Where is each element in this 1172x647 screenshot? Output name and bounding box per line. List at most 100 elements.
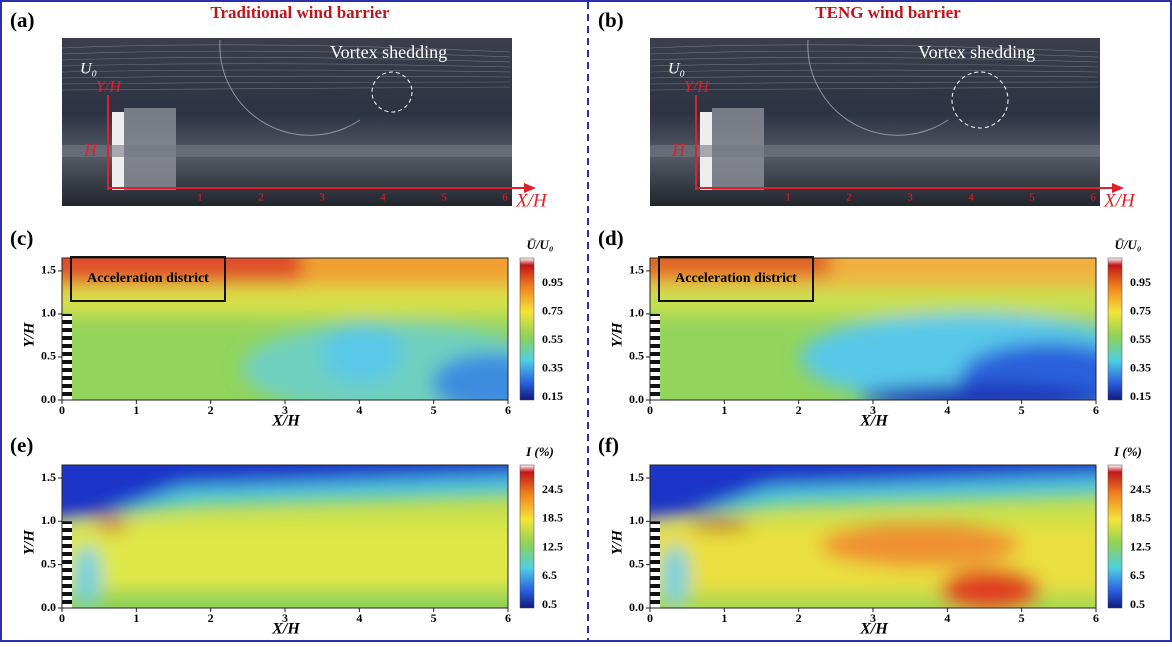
colorbar: [520, 258, 534, 400]
colorbar-label: 0.15: [1130, 389, 1151, 403]
x-tick: 4: [968, 192, 974, 204]
y-tick-label: 1.5: [629, 470, 644, 484]
annotation: Acceleration district: [87, 271, 209, 286]
y-axis-label: Y/H: [96, 79, 122, 96]
x-tick-label: 2: [208, 403, 214, 417]
panel-label: (e): [10, 433, 33, 457]
contour-region: [860, 384, 1100, 412]
panel-title: Traditional wind barrier: [210, 3, 390, 22]
x-tick-label: 5: [1019, 403, 1025, 417]
contour-field: [630, 445, 1120, 633]
field-shapes: [630, 445, 1120, 633]
x-tick-label: 5: [431, 403, 437, 417]
contour-field: [42, 445, 532, 630]
y-tick-label: 0.0: [41, 392, 56, 406]
x-axis-label: X/H: [515, 190, 548, 211]
x-tick: 2: [258, 192, 264, 204]
colorbar-label: 24.5: [542, 482, 563, 496]
x-tick: 1: [785, 192, 791, 204]
x-tick-label: 2: [796, 611, 802, 625]
x-tick-label: 1: [721, 403, 727, 417]
barrier-strip: [650, 314, 660, 400]
figure: (a)Traditional wind barrierU₀Vortex shed…: [0, 0, 1172, 642]
y-tick-label: 0.0: [41, 600, 56, 614]
contour-field: [630, 238, 1140, 413]
contour-region: [940, 568, 1040, 612]
contour-region: [94, 520, 130, 530]
x-tick-label: 6: [1093, 611, 1099, 625]
x-axis-label: X/H: [859, 621, 888, 638]
x-tick: 3: [319, 192, 325, 204]
x-tick-label: 4: [944, 403, 950, 417]
colorbar-title: Ū/U₀: [527, 237, 554, 252]
colorbar-label: 0.95: [1130, 275, 1151, 289]
x-tick-label: 2: [208, 611, 214, 625]
x-tick: 5: [441, 192, 447, 204]
x-tick-label: 0: [59, 403, 65, 417]
contour-region: [690, 520, 750, 530]
y-tick-label: 0.0: [629, 392, 644, 406]
barrier-strip: [650, 521, 660, 608]
u0-label: U₀: [80, 61, 97, 78]
colorbar-label: 0.15: [542, 389, 563, 403]
x-tick-label: 5: [1019, 611, 1025, 625]
y-axis-label: Y/H: [609, 529, 625, 555]
contour-region: [661, 545, 689, 605]
y-axis-label: Y/H: [684, 79, 710, 96]
ground: [62, 145, 512, 157]
panel-title: TENG wind barrier: [815, 3, 961, 22]
height-label: H: [83, 140, 98, 160]
x-tick-label: 1: [133, 403, 139, 417]
x-axis-label: X/H: [859, 413, 888, 430]
barrier-strip: [62, 521, 72, 608]
y-axis-label: Y/H: [609, 321, 625, 347]
colorbar-label: 18.5: [542, 511, 563, 525]
y-tick-label: 0.5: [41, 556, 56, 570]
x-tick-label: 0: [59, 611, 65, 625]
x-tick-label: 6: [1093, 403, 1099, 417]
y-tick-label: 1.0: [41, 306, 56, 320]
field-shapes: [42, 445, 532, 630]
height-label: H: [671, 140, 686, 160]
colorbar-label: 12.5: [1130, 539, 1151, 553]
y-tick-label: 0.5: [629, 349, 644, 363]
x-tick-label: 6: [505, 403, 511, 417]
x-tick-label: 1: [133, 611, 139, 625]
colorbar-label: 6.5: [542, 568, 557, 582]
x-tick-label: 4: [356, 403, 362, 417]
x-tick: 1: [197, 192, 203, 204]
annotation: Vortex shedding: [330, 42, 447, 62]
colorbar-label: 0.55: [1130, 332, 1151, 346]
y-tick-label: 1.0: [41, 513, 56, 527]
colorbar-label: 0.55: [542, 332, 563, 346]
colorbar-label: 18.5: [1130, 511, 1151, 525]
colorbar-label: 24.5: [1130, 482, 1151, 496]
panel-label: (b): [598, 8, 624, 32]
colorbar-title: I (%): [1113, 444, 1142, 459]
colorbar: [520, 465, 534, 608]
colorbar: [1108, 258, 1122, 400]
annotation: Acceleration district: [675, 271, 797, 286]
y-tick-label: 1.5: [41, 263, 56, 277]
contour-region: [820, 523, 1020, 567]
y-tick-label: 1.0: [629, 513, 644, 527]
x-tick-label: 4: [356, 611, 362, 625]
panel-label: (d): [598, 226, 624, 250]
panel-label: (c): [10, 226, 33, 250]
y-axis-label: Y/H: [21, 529, 37, 555]
colorbar-label: 0.95: [542, 275, 563, 289]
y-tick-label: 0.5: [629, 556, 644, 570]
contour-region: [73, 545, 101, 605]
colorbar-label: 0.35: [542, 360, 563, 374]
y-tick-label: 1.5: [629, 263, 644, 277]
x-axis-label: X/H: [1103, 190, 1136, 211]
contour-field: [42, 238, 552, 413]
colorbar-title: I (%): [525, 444, 554, 459]
y-tick-label: 1.0: [629, 306, 644, 320]
x-tick-label: 1: [721, 611, 727, 625]
colorbar-label: 0.75: [542, 303, 563, 317]
colorbar-label: 6.5: [1130, 568, 1145, 582]
y-tick-label: 1.5: [41, 470, 56, 484]
x-tick: 4: [380, 192, 386, 204]
x-tick: 2: [846, 192, 852, 204]
